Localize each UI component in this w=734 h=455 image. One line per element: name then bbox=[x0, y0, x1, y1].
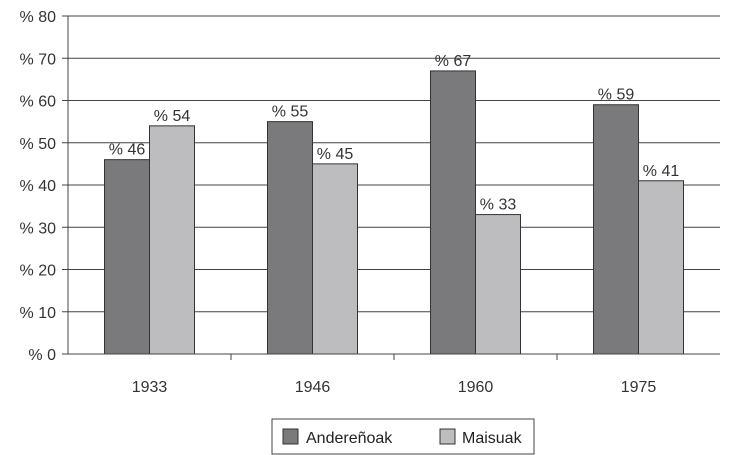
legend-label: Andereñoak bbox=[306, 430, 393, 447]
data-label: % 46 bbox=[109, 142, 146, 159]
data-label: % 67 bbox=[435, 53, 472, 70]
y-tick-label: % 0 bbox=[28, 347, 56, 364]
y-tick-label: % 30 bbox=[20, 220, 57, 237]
bar-andereñoak-1960 bbox=[430, 70, 476, 355]
data-label: % 41 bbox=[643, 163, 680, 180]
bar-maisuak-1946 bbox=[312, 163, 358, 355]
legend: Andereñoak Maisuak bbox=[271, 418, 535, 455]
data-label: % 54 bbox=[154, 108, 191, 125]
labels: % 0 % 10 % 20 % 30 % 40 % 50 % 60 % 70 % 80 % 46%… bbox=[20, 9, 680, 396]
y-tick-label: % 50 bbox=[20, 136, 57, 153]
y-tick-label: % 80 bbox=[20, 9, 57, 26]
axes bbox=[62, 15, 720, 360]
legend-label: Maisuak bbox=[462, 430, 523, 447]
y-tick-label: % 20 bbox=[20, 263, 57, 280]
bar-andereñoak-1975 bbox=[593, 104, 639, 355]
legend-box bbox=[271, 418, 535, 455]
x-tick-label: 1933 bbox=[132, 379, 168, 396]
x-tick-label: 1946 bbox=[295, 379, 331, 396]
bars bbox=[104, 70, 684, 355]
legend-swatch bbox=[439, 428, 456, 445]
data-label: % 55 bbox=[272, 104, 309, 121]
y-tick-label: % 70 bbox=[20, 51, 57, 68]
bar-maisuak-1975 bbox=[638, 180, 684, 355]
data-label: % 33 bbox=[480, 197, 517, 214]
data-label: % 59 bbox=[598, 87, 635, 104]
y-tick-label: % 60 bbox=[20, 94, 57, 111]
bar-maisuak-1933 bbox=[149, 125, 195, 355]
data-label: % 45 bbox=[317, 146, 354, 163]
x-tick-label: 1960 bbox=[458, 379, 494, 396]
x-tick-label: 1975 bbox=[621, 379, 657, 396]
bar-andereñoak-1933 bbox=[104, 159, 150, 355]
legend-swatch bbox=[282, 428, 299, 445]
y-tick-label: % 10 bbox=[20, 305, 57, 322]
y-tick-label: % 40 bbox=[20, 178, 57, 195]
bar-andereñoak-1946 bbox=[267, 121, 313, 355]
bar-maisuak-1960 bbox=[475, 214, 521, 355]
